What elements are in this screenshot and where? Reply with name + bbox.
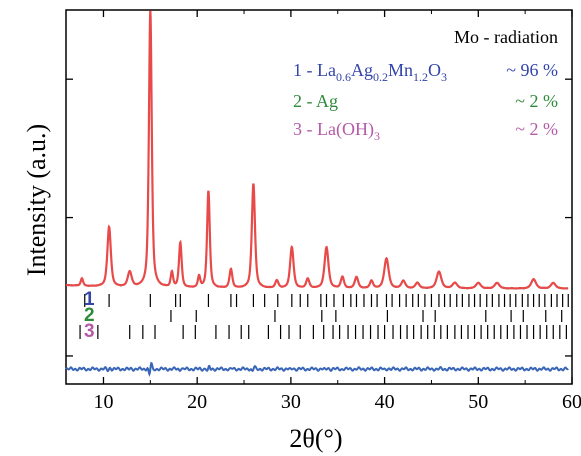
phase-index-label: 1	[84, 289, 95, 310]
x-tick-label: 50	[468, 391, 488, 413]
phase-index-label: 2	[84, 305, 95, 326]
legend-text-part: Ag	[351, 60, 373, 80]
legend-subscript: 3	[374, 129, 380, 143]
legend-subscript: 1.2	[413, 70, 428, 84]
radiation-annotation: Mo - radiation	[454, 27, 558, 47]
x-tick-label: 40	[375, 391, 395, 413]
x-axis-title: 2θ(°)	[289, 424, 342, 453]
x-tick-label: 60	[562, 391, 581, 413]
difference-curve	[65, 361, 569, 378]
legend-text-part: 3 - La(OH)	[293, 119, 374, 140]
legend-text-part: O	[428, 60, 441, 80]
legend-subscript: 0.2	[373, 70, 388, 84]
legend-fraction: ~ 2 %	[515, 119, 558, 139]
x-tick-label: 30	[281, 391, 301, 413]
legend-text-part: Mn	[388, 60, 413, 80]
legend-subscript: 3	[441, 70, 447, 84]
legend-text-part: 2 - Ag	[293, 91, 338, 111]
legend-entry-label: 1 - La0.6Ag0.2Mn1.2O3	[293, 60, 447, 84]
calculated-pattern-line	[65, 10, 569, 290]
phase-index-label: 3	[84, 321, 95, 342]
legend-entry-label: 3 - La(OH)3	[293, 119, 380, 143]
legend-fraction: ~ 2 %	[515, 91, 558, 111]
observed-pattern-line	[65, 14, 569, 290]
legend-subscript: 0.6	[336, 70, 351, 84]
legend-text-part: 1 - La	[293, 60, 336, 80]
x-tick-label: 10	[93, 391, 113, 413]
x-tick-label: 20	[187, 391, 207, 413]
y-axis-title: Intensity (a.u.)	[22, 124, 51, 276]
legend-entry-label: 2 - Ag	[293, 91, 338, 111]
plot-frame	[65, 9, 573, 385]
legend-fraction: ~ 96 %	[506, 60, 558, 80]
